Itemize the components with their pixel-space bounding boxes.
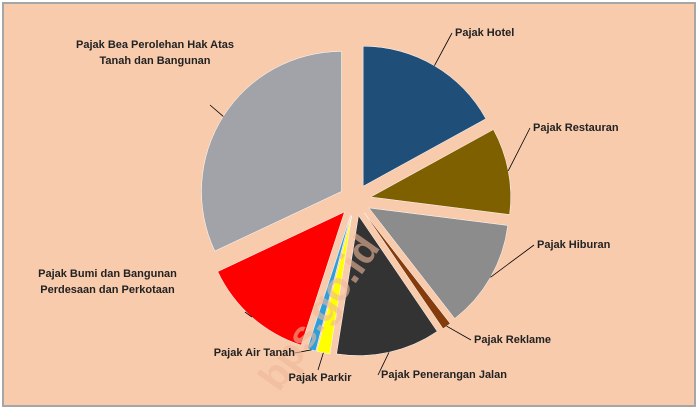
leader-line [317, 352, 324, 371]
slice-label: Pajak Hiburan [537, 239, 611, 251]
leader-line [434, 32, 453, 66]
pie-slice [316, 215, 353, 355]
pie-slice [368, 207, 509, 319]
leader-line [209, 104, 224, 117]
slice-label: Pajak Hotel [455, 27, 515, 39]
leader-line [446, 325, 472, 341]
pie-slice [336, 214, 438, 356]
slice-label: Pajak Bumi dan Bangunan Perdesaan dan Pe… [38, 268, 177, 296]
leader-line [377, 352, 390, 376]
slice-label: Pajak Reklame [474, 334, 552, 346]
leader-line [490, 244, 535, 278]
slice-label: Pajak Parkir [288, 372, 352, 384]
slice-label: Pajak Restauran [533, 122, 619, 134]
pie-slice [217, 211, 345, 346]
pie-slice [201, 51, 342, 252]
leader-line [507, 127, 531, 171]
leader-line [294, 349, 312, 354]
slice-label: Pajak Air Tanah [213, 347, 295, 359]
pie-slice [306, 215, 351, 352]
leader-line [244, 311, 253, 318]
slice-label: Pajak Bea Perolehan Hak Atas Tanah dan B… [76, 39, 234, 67]
pie-slice [369, 129, 511, 215]
slice-label: Pajak Penerangan Jalan [381, 369, 507, 381]
